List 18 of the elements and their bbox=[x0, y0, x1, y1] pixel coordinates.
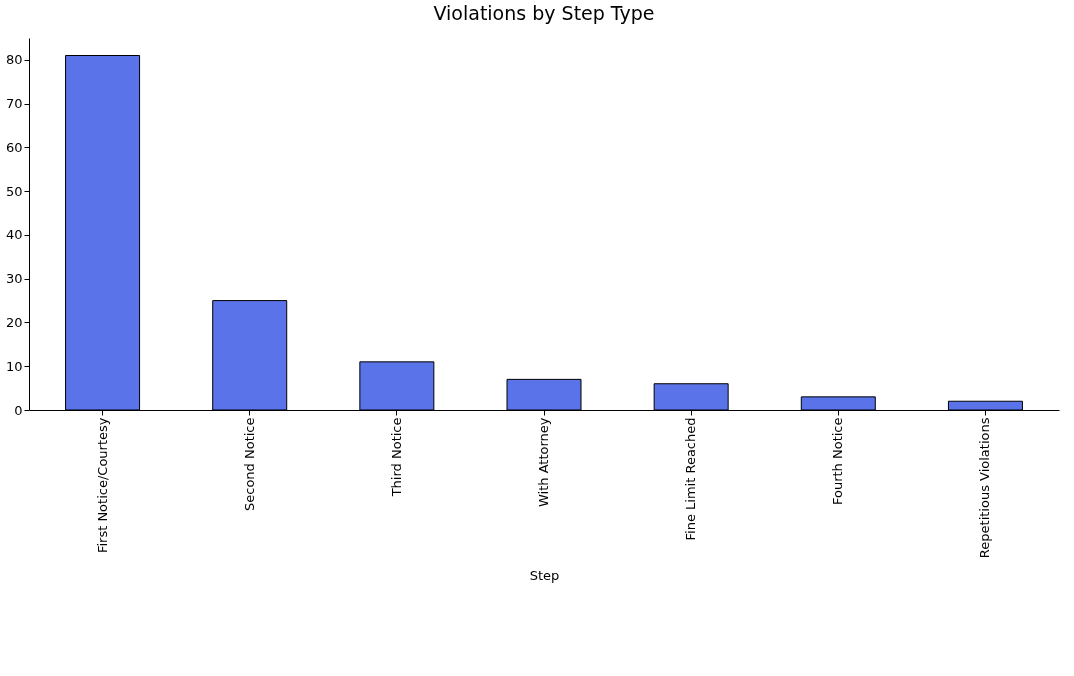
y-tick-label: 60 bbox=[5, 139, 23, 155]
x-tick-label: Third Notice bbox=[388, 417, 404, 498]
x-tick-label: With Attorney bbox=[536, 417, 551, 508]
x-tick-label: Second Notice bbox=[241, 417, 257, 512]
y-tick-label: 40 bbox=[5, 227, 23, 243]
y-tick-label: 10 bbox=[5, 358, 23, 374]
y-tick-label: 20 bbox=[5, 314, 23, 330]
y-tick-label: 50 bbox=[5, 183, 23, 199]
x-tick-label: Fourth Notice bbox=[830, 417, 846, 506]
y-tick-label: 30 bbox=[5, 271, 23, 287]
x-tick-label: Repetitious Violations bbox=[977, 417, 993, 559]
chart-title: Violations by Step Type bbox=[433, 2, 655, 24]
y-tick-label: 70 bbox=[5, 96, 23, 112]
x-axis-title: Step bbox=[529, 568, 560, 584]
x-tick-label: Fine Limit Reached bbox=[683, 417, 699, 541]
y-tick-label: 0 bbox=[14, 402, 23, 418]
y-tick-label: 80 bbox=[5, 52, 23, 68]
x-tick-label: First Notice/Courtesy bbox=[94, 417, 110, 554]
